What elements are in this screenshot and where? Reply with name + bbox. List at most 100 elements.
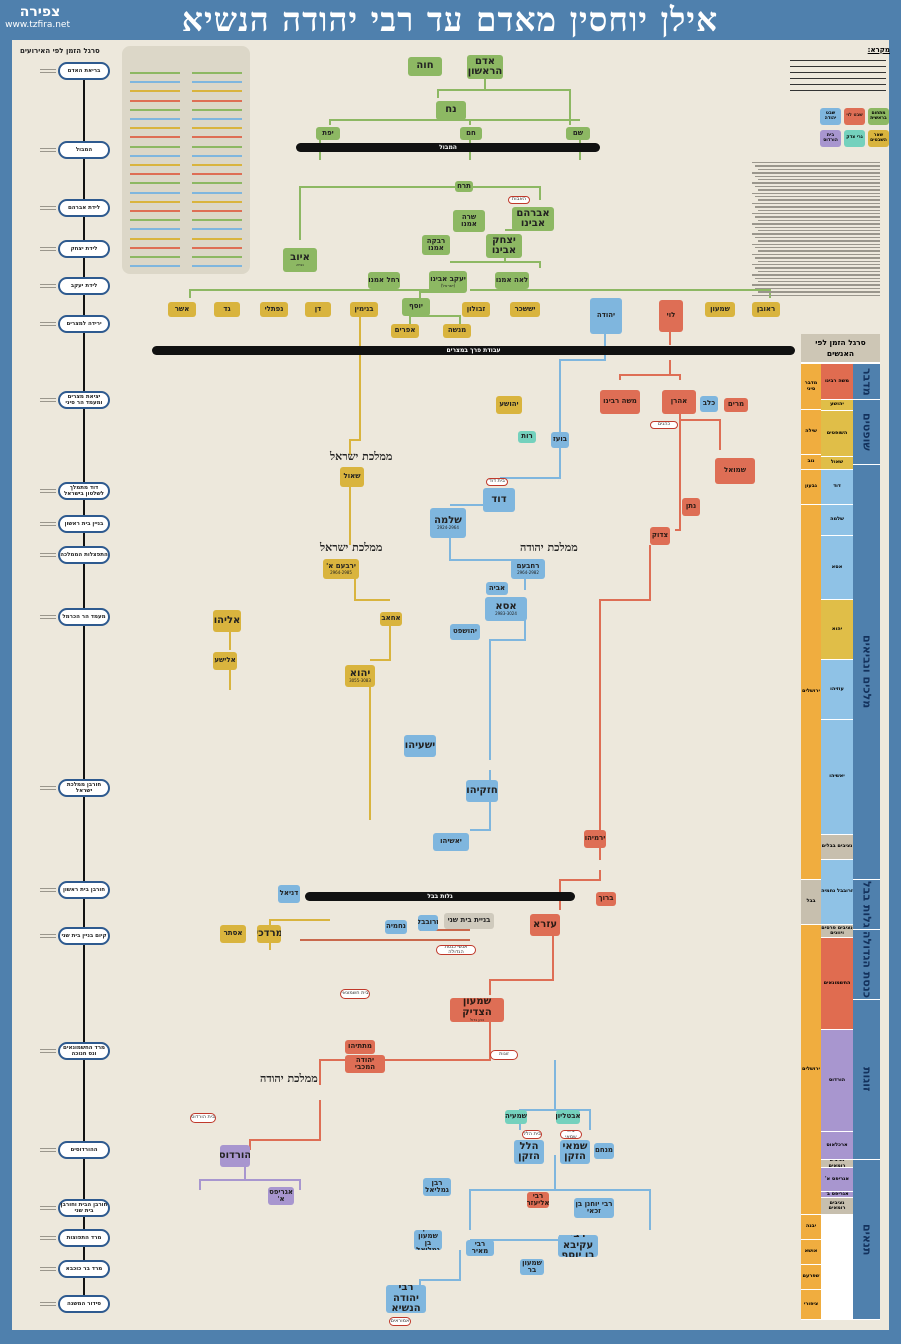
- person-node-cham[interactable]: חם: [460, 127, 482, 140]
- person-node-baruch[interactable]: ברוך: [596, 892, 616, 906]
- person-node-hordus[interactable]: הורדוס: [220, 1145, 250, 1167]
- person-node-sarah[interactable]: שרה אמנו: [453, 210, 485, 232]
- person-node-nechemia[interactable]: נחמיה: [385, 920, 407, 934]
- timeline-event[interactable]: מעמד הר הכרמל: [58, 608, 110, 626]
- person-node-yehuda[interactable]: יהודה: [590, 298, 622, 334]
- person-node-asher[interactable]: אשר: [168, 302, 196, 317]
- person-node-rebbi[interactable]: רבי יהודה הנשיא: [386, 1285, 426, 1313]
- person-node-yirmiyahu[interactable]: ירמיהו: [584, 830, 606, 848]
- timeline-event[interactable]: סידור המשנה: [58, 1295, 110, 1313]
- person-node-aviya[interactable]: אביה: [486, 582, 508, 595]
- person-node-shimon_hatzadik[interactable]: שמעון הצדיק כהן גדול: [450, 998, 504, 1022]
- timeline-event[interactable]: קיום בניין בית שני: [58, 927, 110, 945]
- person-node-aharon[interactable]: אהרן: [662, 390, 696, 414]
- timeline-event[interactable]: ירידה למצרים: [58, 315, 110, 333]
- person-node-yeshayahu[interactable]: ישעיהו: [404, 735, 436, 757]
- person-node-yehuda_maccabi[interactable]: יהודה המכבי: [345, 1055, 385, 1073]
- person-node-adam[interactable]: אדם הראשון: [467, 55, 503, 79]
- person-node-rakiva[interactable]: רבי עקיבא בן יוסף: [558, 1235, 598, 1257]
- person-node-yissachar[interactable]: יששכר: [510, 302, 540, 317]
- person-node-eliyahu[interactable]: אליהו: [213, 610, 241, 632]
- person-node-shimon[interactable]: שמעון: [705, 302, 735, 317]
- person-node-shem[interactable]: שם: [566, 127, 590, 140]
- person-node-yehoshua[interactable]: יהושע: [496, 396, 522, 414]
- person-node-dan[interactable]: דן: [305, 302, 331, 317]
- timeline-event[interactable]: חורבן הבית וחורבן בית שני: [58, 1199, 110, 1217]
- person-node-noach[interactable]: נח: [436, 101, 466, 120]
- timeline-event[interactable]: בניין בית ראשון: [58, 515, 110, 533]
- person-node-yefet[interactable]: יפת: [316, 127, 340, 140]
- person-node-rivka[interactable]: רבקה אמנו: [422, 235, 450, 255]
- person-node-zugot[interactable]: זוגות: [490, 1050, 518, 1060]
- person-node-rshimon[interactable]: רבי שמעון בר יוחאי: [520, 1259, 544, 1275]
- timeline-event[interactable]: לידת יעקב: [58, 277, 110, 295]
- person-node-yehu[interactable]: יהוא 3055-3083: [345, 665, 375, 687]
- person-node-daniel[interactable]: דניאל: [278, 885, 300, 903]
- person-node-beit_david[interactable]: בית דוד: [486, 478, 508, 486]
- person-node-menachem[interactable]: מנחם: [594, 1143, 614, 1159]
- timeline-event[interactable]: מרד החשמונאים ונס חנוכה: [58, 1042, 110, 1060]
- person-node-naftali[interactable]: נפתלי: [260, 302, 288, 317]
- person-node-rachel[interactable]: רחל אמנו: [368, 272, 400, 289]
- person-node-asa[interactable]: אסא 2983-3024: [485, 597, 527, 621]
- person-node-kalev[interactable]: כלב: [700, 396, 718, 412]
- timeline-event[interactable]: ההורדוסים: [58, 1141, 110, 1159]
- person-node-yarovam[interactable]: ירבעם א' 2964-2985: [323, 559, 359, 579]
- person-node-beit_hordus[interactable]: בית הורדוס: [190, 1113, 216, 1123]
- person-node-bayit_sheni[interactable]: בניית בית שני: [444, 913, 494, 929]
- person-node-elisha[interactable]: אלישע: [213, 652, 237, 670]
- person-node-boaz[interactable]: בועז: [551, 432, 569, 448]
- person-node-shmuel[interactable]: שמואל: [715, 458, 755, 484]
- person-node-rmeir[interactable]: רבי מאיר: [466, 1240, 494, 1256]
- person-node-leah[interactable]: לאה אמנו: [495, 272, 529, 289]
- timeline-event[interactable]: בריאת האדם: [58, 62, 110, 80]
- person-node-efraim[interactable]: אפרים: [391, 324, 419, 338]
- person-node-yitzchak[interactable]: יצחק אבינו: [486, 234, 522, 258]
- person-node-david[interactable]: דוד: [483, 488, 515, 512]
- person-node-zerubavel[interactable]: זרובבל: [418, 915, 438, 931]
- person-node-binyamin[interactable]: בנימין: [350, 302, 378, 317]
- person-node-chizkiyahu[interactable]: חזקיהו: [466, 780, 498, 802]
- person-node-terach[interactable]: תרח: [455, 181, 473, 192]
- person-node-avtalyon[interactable]: אבטליון: [556, 1110, 580, 1124]
- person-node-beit_hillel[interactable]: בית הלל: [522, 1130, 542, 1139]
- timeline-event[interactable]: לידת אברהם: [58, 199, 110, 217]
- person-node-ezra[interactable]: עזרא: [530, 914, 560, 936]
- person-node-yaakov[interactable]: יעקב אבינו (ישראל): [429, 271, 467, 293]
- person-node-ryochanan[interactable]: רבי יוחנן בן זכאי: [574, 1198, 614, 1218]
- person-node-chava[interactable]: חוה: [408, 57, 442, 76]
- person-node-yehoshafat[interactable]: יהושפט: [450, 624, 480, 640]
- person-node-miriam[interactable]: מרים: [724, 398, 748, 412]
- person-node-shaul[interactable]: שאול: [340, 467, 364, 487]
- person-node-mordechai[interactable]: מרדכי: [257, 925, 281, 943]
- person-node-menashe[interactable]: מנשה: [443, 324, 471, 338]
- person-node-reuven[interactable]: ראובן: [752, 302, 780, 317]
- person-node-avot[interactable]: האבות: [508, 196, 530, 204]
- person-node-shmaya[interactable]: שמעיה: [505, 1110, 527, 1124]
- person-node-yosef[interactable]: יוסף: [402, 298, 430, 316]
- person-node-tzadok[interactable]: צדוק: [650, 527, 670, 545]
- person-node-rshimon_gamliel[interactable]: רבן שמעון בן גמליאל: [414, 1230, 442, 1250]
- person-node-shlomo[interactable]: שלמה 2924-2964: [430, 508, 466, 538]
- person-node-esther[interactable]: אסתר: [220, 925, 246, 943]
- person-node-reliezer[interactable]: רבי אליעזר: [527, 1192, 549, 1208]
- timeline-event[interactable]: לידת יצחק: [58, 240, 110, 258]
- person-node-chashmonaim[interactable]: בית חשמונאי: [340, 989, 370, 999]
- person-node-zevulun[interactable]: זבולון: [462, 302, 490, 317]
- person-node-knesset[interactable]: אנשי כנסת הגדולה: [436, 945, 476, 955]
- timeline-event[interactable]: דוד מתמלך לשלטון בישראל: [58, 482, 110, 500]
- person-node-shamai[interactable]: שמאי הזקן: [560, 1140, 590, 1164]
- person-node-rechavam[interactable]: רחבעם 2964-2982: [511, 559, 545, 579]
- person-node-iyov[interactable]: איוב נביא: [283, 248, 317, 272]
- person-node-rabban_gamliel[interactable]: רבן גמליאל: [423, 1178, 451, 1196]
- person-node-gad[interactable]: גד: [214, 302, 240, 317]
- timeline-event[interactable]: מרד התפוצות: [58, 1229, 110, 1247]
- person-node-avraham[interactable]: אברהם אבינו: [512, 207, 554, 231]
- person-node-achav[interactable]: אחאב: [380, 612, 402, 626]
- person-node-natan[interactable]: נתן: [682, 498, 700, 516]
- timeline-event[interactable]: המבול: [58, 141, 110, 159]
- timeline-event[interactable]: מרד בר כוכבא: [58, 1260, 110, 1278]
- timeline-event[interactable]: יציאת מצרים ומעמד הר סיני: [58, 391, 110, 409]
- person-node-moshe[interactable]: משה רבינו: [600, 390, 640, 414]
- timeline-event[interactable]: חורבן בית ראשון: [58, 881, 110, 899]
